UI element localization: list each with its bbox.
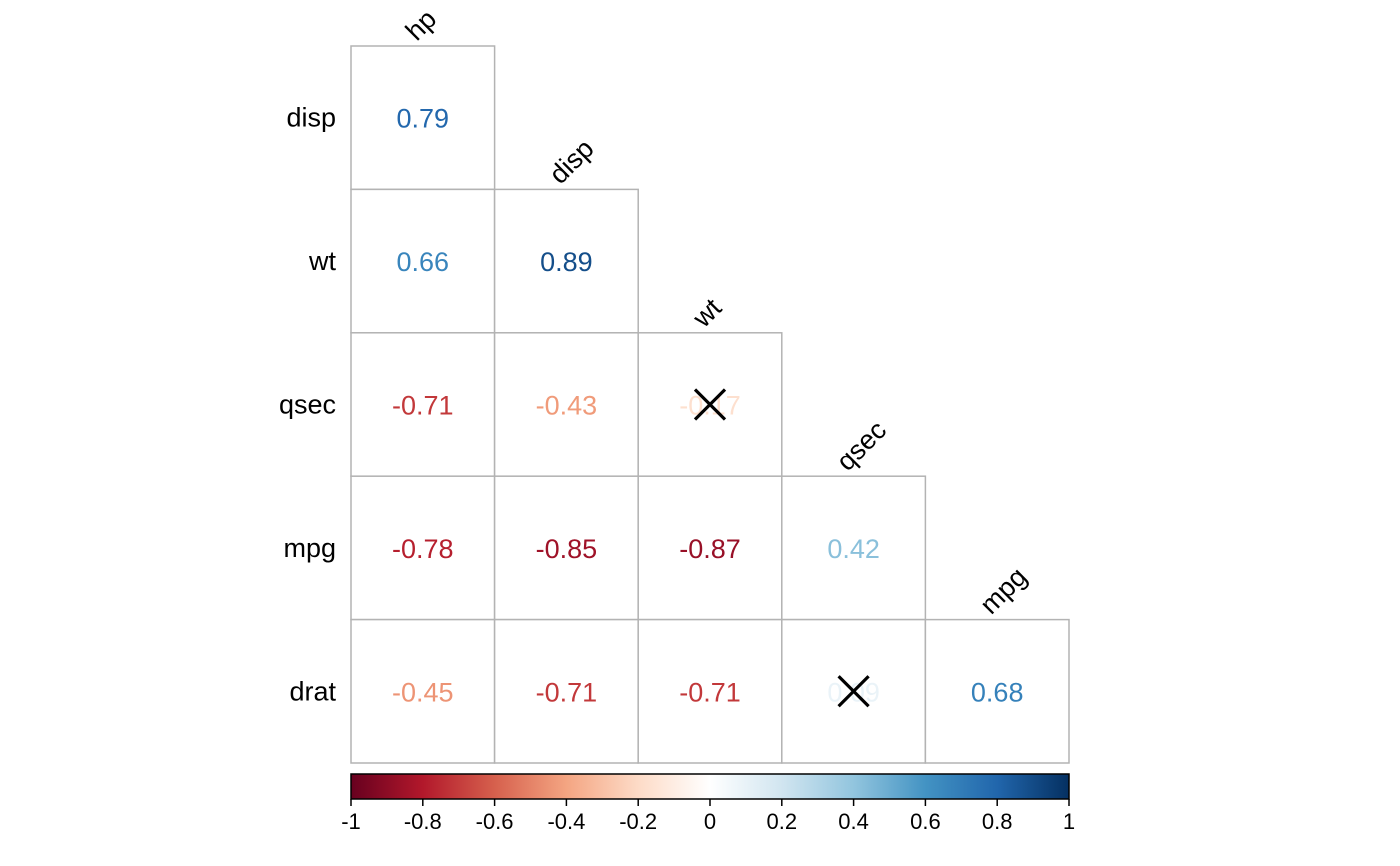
cell-value-label: 0.89 (540, 247, 593, 277)
colorbar-ticks: -1 -0.8 -0.6 -0.4 -0.2 0 0.2 0.4 0.6 0.8 1 (341, 799, 1075, 834)
cell-value-label: -0.43 (536, 391, 598, 421)
cell-value-label: 0.68 (971, 677, 1024, 707)
cell-box (350, 475, 496, 621)
row-label-wt: wt (308, 246, 336, 276)
column-label-mpg: mpg (974, 561, 1032, 619)
insignificant-cross-icon (837, 675, 870, 708)
row-label-disp: disp (286, 103, 336, 133)
column-label-wt: wt (686, 292, 727, 333)
cell-value-label: -0.85 (536, 534, 598, 564)
cell-box (350, 188, 496, 334)
colorbar-tick-label: 0 (704, 809, 716, 834)
cell-value-label: 0.42 (827, 534, 880, 564)
cell-qsec-hp: -0.71 (350, 332, 496, 477)
cell-qsec-wt: -0.17 (637, 332, 783, 477)
cell-drat-mpg: 0.68 (924, 618, 1070, 764)
cell-box (781, 475, 927, 621)
cell-box (637, 475, 783, 621)
cell-box (924, 618, 1070, 764)
colorbar-tick-label: -0.2 (619, 809, 657, 834)
cell-value-label: -0.78 (392, 534, 454, 564)
matrix-cells: 0.79 0.66 0.89 -0.71 -0.43 -0.17 -0.78 -0.85 -0.… (350, 45, 1070, 764)
cell-drat-qsec: 0.09 (781, 618, 927, 764)
row-labels: disp wt qsec mpg drat (279, 103, 337, 707)
cell-value-label: -0.71 (392, 391, 454, 421)
column-label-disp: disp (543, 133, 599, 189)
column-label-hp: hp (400, 4, 442, 46)
cell-mpg-hp: -0.78 (350, 475, 496, 621)
cell-mpg-disp: -0.85 (493, 475, 639, 621)
row-label-mpg: mpg (283, 533, 336, 563)
cell-box (350, 618, 496, 764)
cell-box (350, 332, 496, 477)
cell-drat-disp: -0.71 (493, 618, 639, 764)
cell-qsec-disp: -0.43 (493, 332, 639, 477)
colorbar: -1 -0.8 -0.6 -0.4 -0.2 0 0.2 0.4 0.6 0.8 1 (341, 773, 1075, 834)
cell-drat-hp: -0.45 (350, 618, 496, 764)
colorbar-tick-label: 0.2 (767, 809, 798, 834)
cell-disp-hp: 0.79 (350, 45, 496, 191)
cell-value-label: 0.66 (397, 247, 450, 277)
colorbar-tick-label: 0.6 (910, 809, 941, 834)
cell-value-label: -0.87 (679, 534, 741, 564)
cell-wt-hp: 0.66 (350, 188, 496, 334)
insignificant-cross-icon (693, 388, 727, 421)
colorbar-tick-label: 0.8 (982, 809, 1013, 834)
colorbar-tick-label: -1 (341, 809, 361, 834)
colorbar-tick-label: 1 (1063, 809, 1075, 834)
colorbar-tick-label: -0.8 (404, 809, 442, 834)
cell-mpg-qsec: 0.42 (781, 475, 927, 621)
cell-value-label: -0.45 (392, 677, 454, 707)
cell-value-label: -0.71 (536, 677, 598, 707)
cell-box (493, 332, 639, 477)
cell-drat-wt: -0.71 (637, 618, 783, 764)
colorbar-gradient (350, 773, 1070, 800)
cell-box (350, 45, 496, 191)
colorbar-tick-label: -0.4 (547, 809, 585, 834)
cell-wt-disp: 0.89 (493, 188, 639, 334)
colorbar-tick-label: -0.6 (476, 809, 514, 834)
cell-box (493, 188, 639, 334)
column-label-qsec: qsec (831, 415, 893, 477)
cell-value-label: -0.71 (679, 677, 741, 707)
row-label-qsec: qsec (279, 390, 336, 420)
cell-box (637, 618, 783, 764)
colorbar-tick-label: 0.4 (838, 809, 869, 834)
cell-value-label: 0.79 (397, 104, 450, 134)
cell-mpg-wt: -0.87 (637, 475, 783, 621)
row-label-drat: drat (289, 676, 336, 706)
